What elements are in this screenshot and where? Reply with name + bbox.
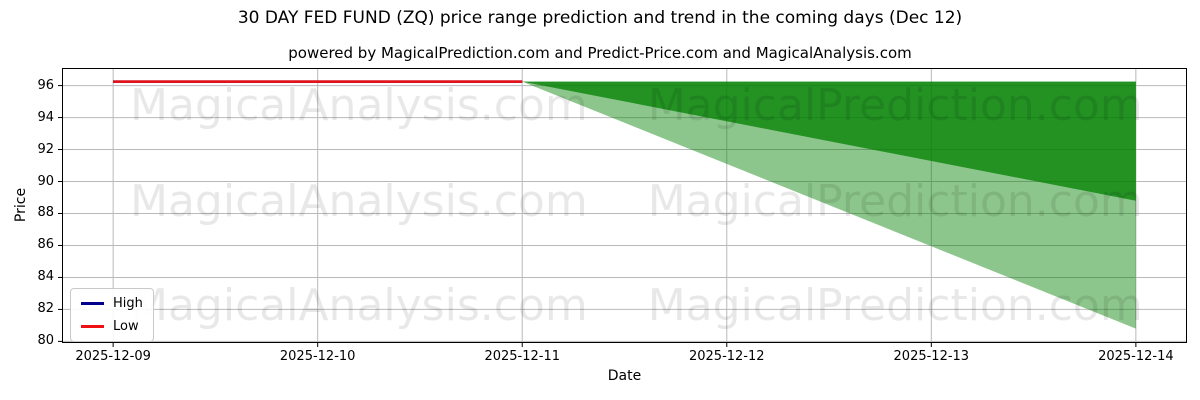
legend-label-high: High xyxy=(113,296,143,311)
x-tick-label: 2025-12-14 xyxy=(1098,349,1174,364)
y-tick-label: 88 xyxy=(37,205,54,221)
y-tick-label: 92 xyxy=(37,141,54,157)
chart-title: 30 DAY FED FUND (ZQ) price range predict… xyxy=(237,8,963,28)
plot-area: MagicalAnalysis.com MagicalPrediction.co… xyxy=(58,68,1187,347)
y-tick-label: 84 xyxy=(37,269,54,285)
y-tick-label: 82 xyxy=(37,301,54,317)
legend-label-low: Low xyxy=(113,319,139,334)
low-line-swatch xyxy=(81,325,104,328)
y-tick-label: 80 xyxy=(37,333,54,349)
y-tick-label: 94 xyxy=(37,109,54,125)
x-axis-label: Date xyxy=(607,368,642,384)
x-tick-label: 2025-12-13 xyxy=(893,349,970,364)
chart-subtitle: powered by MagicalPrediction.com and Pre… xyxy=(288,44,912,62)
y-tick-label: 86 xyxy=(37,237,54,253)
high-line-swatch xyxy=(81,302,104,305)
x-tick-label: 2025-12-12 xyxy=(688,349,765,364)
x-tick-label: 2025-12-10 xyxy=(279,349,356,364)
legend-item-low: Low xyxy=(81,319,143,334)
x-tick-label: 2025-12-09 xyxy=(75,349,151,364)
legend: High Low xyxy=(70,288,154,342)
chart-canvas xyxy=(58,68,1187,347)
y-tick-label: 90 xyxy=(37,173,54,189)
x-tick-label: 2025-12-11 xyxy=(484,349,560,364)
legend-item-high: High xyxy=(81,296,143,311)
y-tick-label: 96 xyxy=(37,77,54,93)
